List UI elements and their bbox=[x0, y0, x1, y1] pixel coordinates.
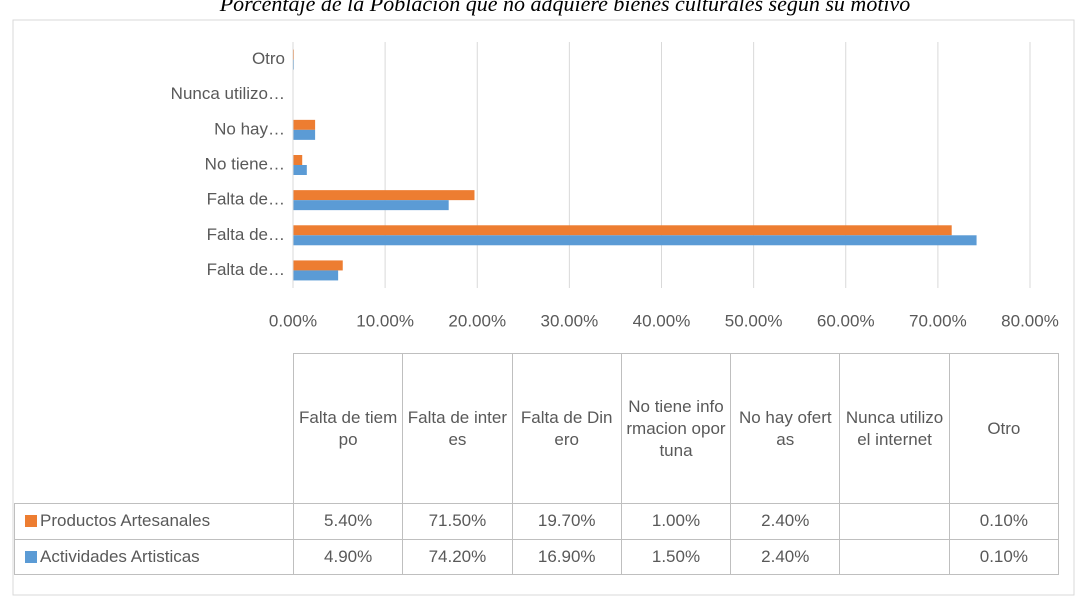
table-header: Otro bbox=[948, 353, 1059, 504]
table-header: No tiene informacion oportuna bbox=[620, 353, 732, 504]
y-tick-label: Falta de… bbox=[207, 190, 285, 209]
table-value bbox=[839, 503, 950, 540]
bar bbox=[293, 200, 449, 211]
x-tick-label: 20.00% bbox=[448, 311, 506, 330]
table-value: 2.40% bbox=[730, 503, 841, 540]
table-value: 4.90% bbox=[293, 538, 404, 575]
chart-title: Porcentaje de la Poblacion que no adquie… bbox=[219, 0, 911, 16]
table-value: 74.20% bbox=[402, 538, 513, 575]
table-header: Falta de Dinero bbox=[511, 353, 622, 504]
legend-cell: Productos Artesanales bbox=[14, 503, 294, 540]
x-tick-label: 70.00% bbox=[909, 311, 967, 330]
y-tick-label: No tiene… bbox=[205, 154, 285, 173]
y-tick-label: Nunca utilizo… bbox=[171, 84, 285, 103]
x-tick-label: 0.00% bbox=[269, 311, 317, 330]
y-tick-label: Falta de… bbox=[207, 260, 285, 279]
x-tick-label: 40.00% bbox=[633, 311, 691, 330]
legend-cell: Actividades Artisticas bbox=[14, 538, 294, 575]
table-value: 16.90% bbox=[511, 538, 622, 575]
legend-label: Actividades Artisticas bbox=[40, 546, 200, 566]
y-tick-label: Otro bbox=[252, 49, 285, 68]
legend-swatch bbox=[25, 550, 37, 563]
bar bbox=[293, 270, 339, 281]
x-tick-label: 50.00% bbox=[725, 311, 783, 330]
y-tick-label: No hay… bbox=[214, 119, 285, 138]
table-value: 1.50% bbox=[620, 538, 732, 575]
y-tick-label: Falta de… bbox=[207, 225, 285, 244]
bar bbox=[293, 119, 316, 130]
bar bbox=[293, 260, 343, 271]
table-header: No hay ofertas bbox=[730, 353, 841, 504]
bar bbox=[293, 225, 952, 236]
table-value: 5.40% bbox=[293, 503, 404, 540]
bar bbox=[293, 165, 307, 175]
table-header: Falta de tiempo bbox=[293, 353, 404, 504]
table-value: 0.10% bbox=[948, 503, 1059, 540]
bar bbox=[293, 235, 977, 246]
x-tick-label: 30.00% bbox=[541, 311, 599, 330]
x-tick-label: 10.00% bbox=[356, 311, 414, 330]
bar bbox=[293, 129, 316, 140]
x-tick-label: 80.00% bbox=[1001, 311, 1059, 330]
chart-border bbox=[12, 19, 1075, 596]
x-tick-label: 60.00% bbox=[817, 311, 875, 330]
table-value: 0.10% bbox=[948, 538, 1059, 575]
table-value: 71.50% bbox=[402, 503, 513, 540]
bar bbox=[293, 155, 303, 165]
table-value: 2.40% bbox=[730, 538, 841, 575]
table-value: 1.00% bbox=[620, 503, 732, 540]
bar bbox=[293, 190, 475, 201]
table-value bbox=[839, 538, 950, 575]
legend-swatch bbox=[25, 515, 37, 528]
table-header: Nunca utilizo el internet bbox=[839, 353, 950, 504]
table-value: 19.70% bbox=[511, 503, 622, 540]
legend-label: Productos Artesanales bbox=[40, 511, 211, 531]
table-header: Falta de interes bbox=[402, 353, 513, 504]
